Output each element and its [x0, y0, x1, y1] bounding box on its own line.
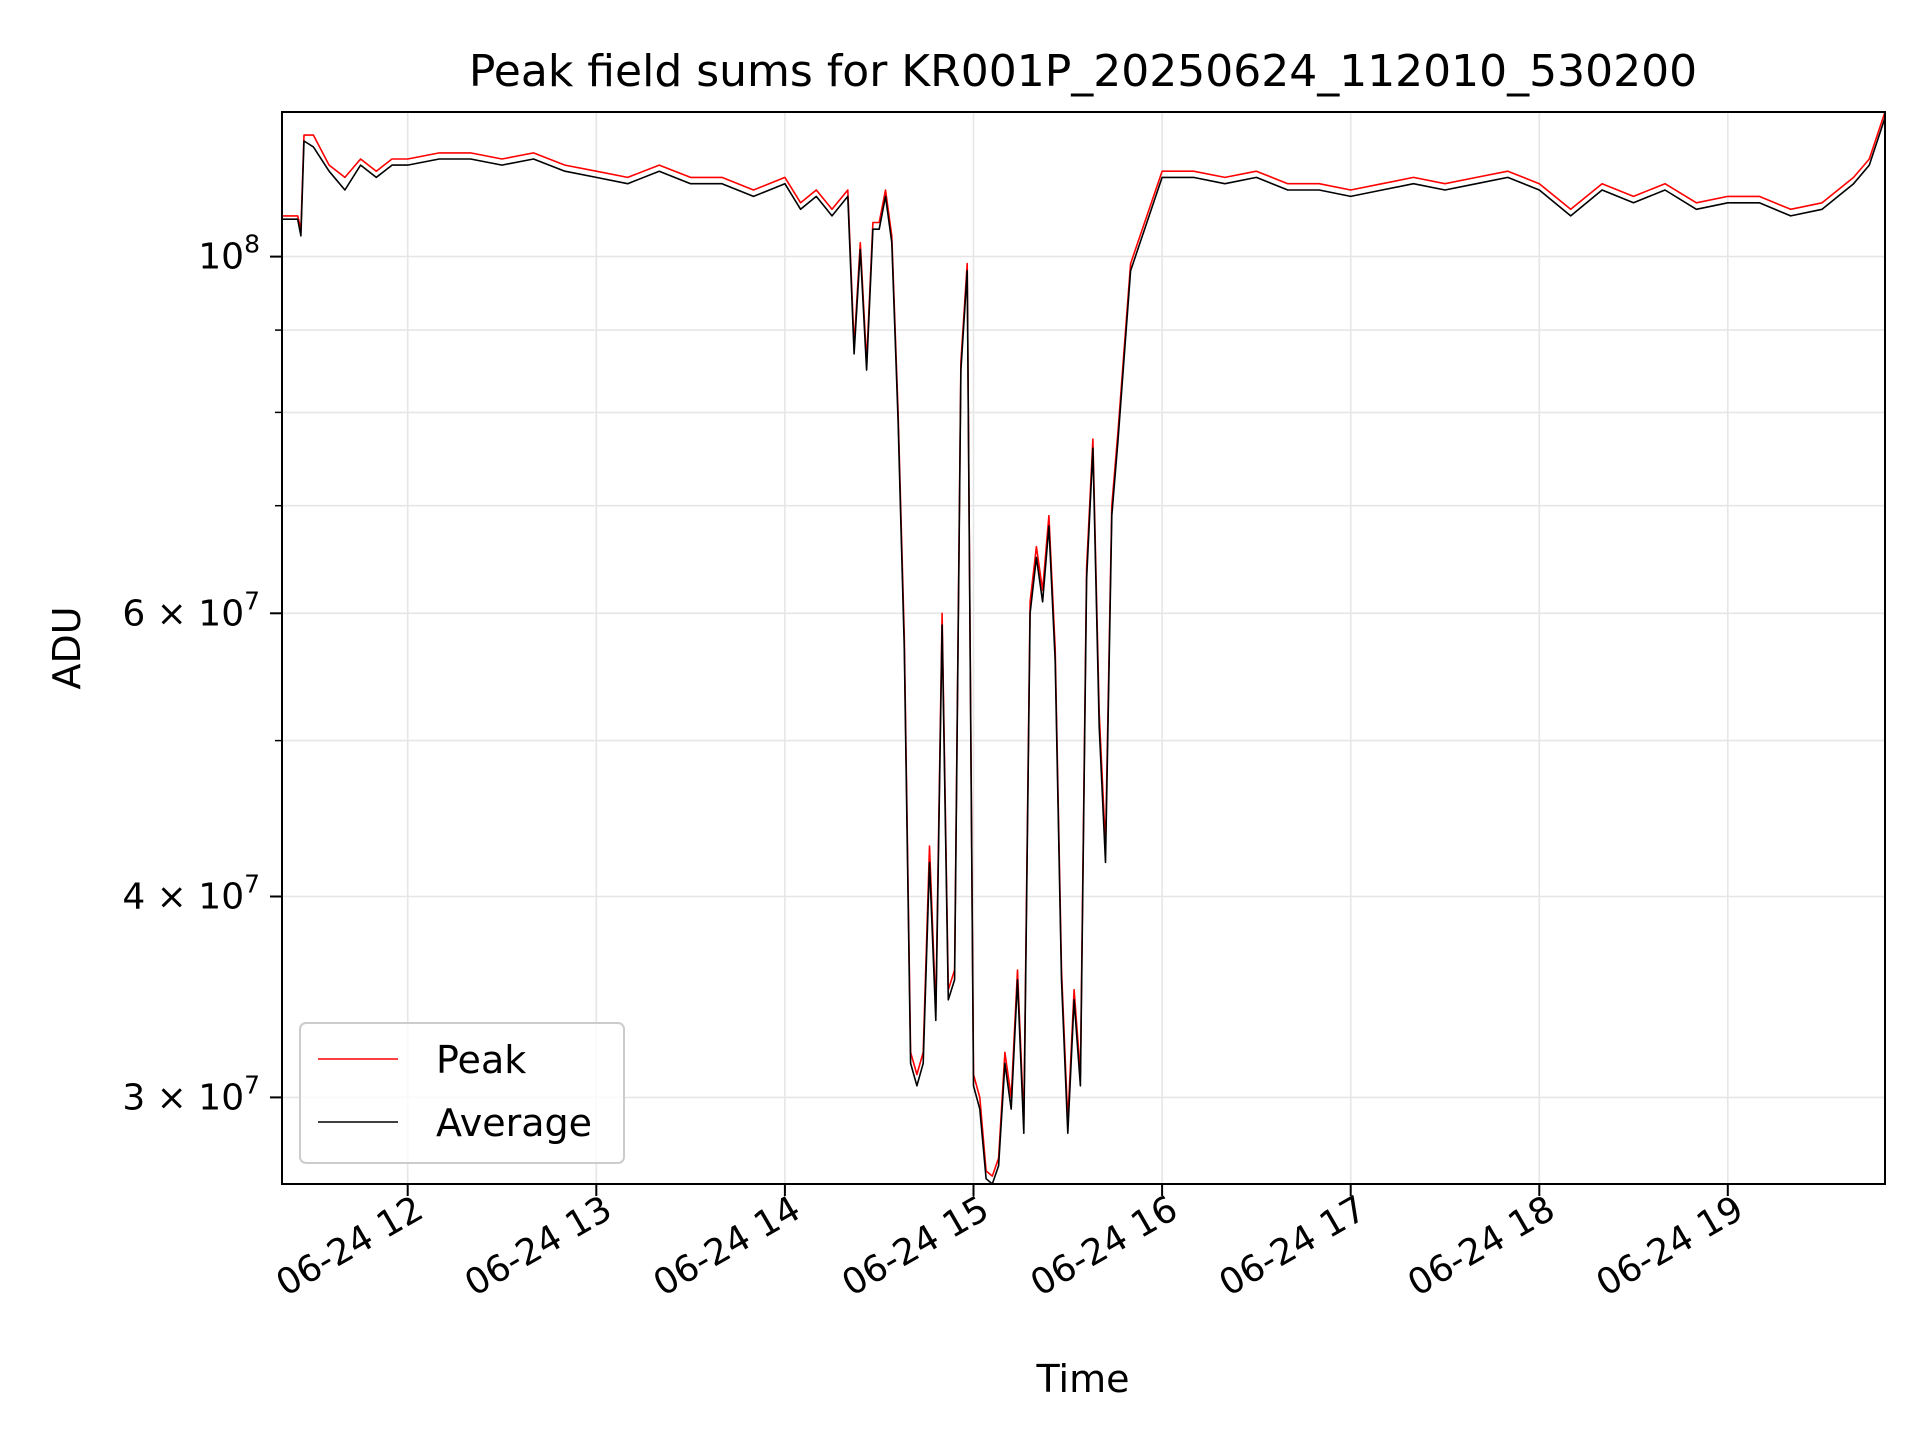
- y-tick-exponent: 8: [244, 230, 260, 259]
- x-axis-label: Time: [1036, 1357, 1130, 1401]
- y-axis-label: ADU: [45, 606, 89, 689]
- series-line-average: [282, 117, 1886, 1185]
- plot-frame: [281, 111, 1886, 1185]
- y-tick-label: 6 × 107: [122, 586, 260, 634]
- chart-title: Peak field sums for KR001P_20250624_1120…: [469, 46, 1697, 97]
- y-tick-label: 108: [198, 230, 260, 278]
- y-axis-ticks: 3 × 107 4 × 107 6 × 107 108: [122, 230, 282, 1118]
- series-lines: [282, 111, 1886, 1185]
- y-tick-label: 3 × 107: [122, 1070, 260, 1118]
- y-tick-exponent: 7: [244, 1070, 260, 1099]
- legend-box: [299, 1022, 625, 1164]
- legend-label-average: Average: [436, 1101, 592, 1145]
- legend: Peak Average: [299, 1022, 625, 1164]
- y-tick-exponent: 7: [244, 870, 260, 899]
- legend-label-peak: Peak: [436, 1038, 526, 1082]
- y-tick-exponent: 7: [244, 586, 260, 615]
- y-tick-label: 4 × 107: [122, 870, 260, 918]
